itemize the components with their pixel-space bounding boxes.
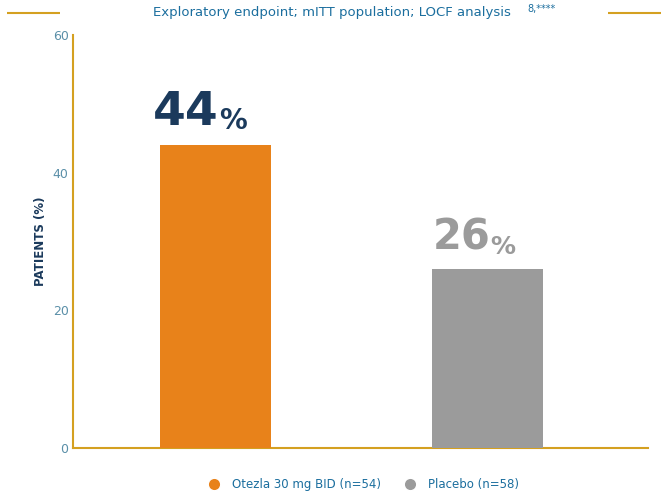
Text: 44: 44: [153, 90, 218, 135]
Legend: Otezla 30 mg BID (n=54), Placebo (n=58): Otezla 30 mg BID (n=54), Placebo (n=58): [202, 478, 519, 491]
Bar: [160, 145, 271, 448]
Y-axis label: PATIENTS (%): PATIENTS (%): [34, 197, 47, 286]
Text: %: %: [490, 234, 516, 259]
Text: Exploratory endpoint; mITT population; LOCF analysis: Exploratory endpoint; mITT population; L…: [153, 6, 515, 19]
Text: %: %: [218, 107, 246, 135]
Text: 8,****: 8,****: [528, 4, 556, 14]
Bar: [432, 269, 543, 448]
Text: 26: 26: [433, 217, 490, 259]
